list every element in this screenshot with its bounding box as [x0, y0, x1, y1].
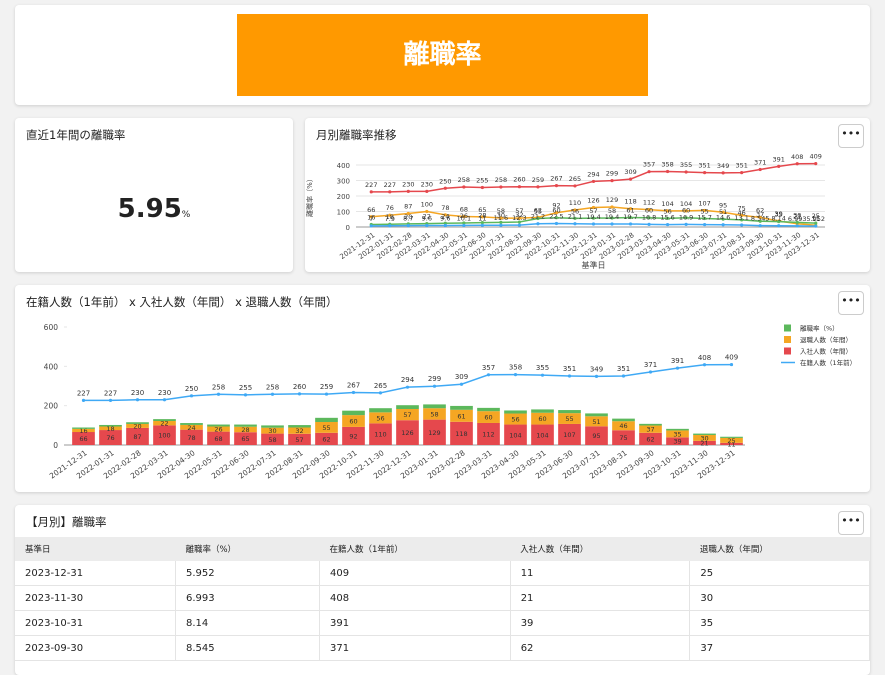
table-cell: 2023-12-31 [15, 561, 176, 586]
table-cell: 408 [319, 585, 511, 611]
table-cell: 371 [319, 635, 511, 661]
chart-title: 在籍人数（1年前） x 入社人数（年間） x 退職人数（年間） [26, 295, 338, 309]
data-table: 基準日 離職率（%） 在籍人数（1年前） 入社人数（年間） 退職人数（年間） 2023-1… [15, 537, 870, 661]
menu-button[interactable]: ••• [838, 291, 864, 315]
table-cell: 5.952 [175, 561, 321, 586]
table-cell: 39 [510, 610, 691, 636]
table-row: 2023-09-30 8.545 371 62 37 [15, 635, 870, 661]
kpi-value: 5.95 [117, 194, 182, 224]
table-cell: 391 [319, 610, 511, 636]
table-cell: 6.993 [175, 585, 321, 611]
table-cell: 2023-11-30 [15, 585, 176, 611]
table-cell: 35 [689, 610, 870, 636]
combo-chart-card: 在籍人数（1年前） x 入社人数（年間） x 退職人数（年間） ••• [15, 285, 870, 492]
table-title: 【月別】離職率 [26, 515, 107, 529]
table-cell: 409 [319, 561, 511, 586]
column-header: 離職率（%） [175, 537, 320, 561]
menu-button[interactable]: ••• [838, 511, 864, 535]
line-chart-card: 月別離職率推移 ••• [305, 118, 870, 272]
page: 離職率 直近1年間の離職率 5.95% 月別離職率推移 ••• 在籍人数（1年前… [15, 5, 870, 675]
table-row: 2023-12-31 5.952 409 11 25 [15, 561, 870, 586]
table-cell: 8.545 [175, 635, 321, 661]
table-card: 【月別】離職率 ••• 基準日 離職率（%） 在籍人数（1年前） 入社人数（年間） 退職… [15, 505, 870, 675]
column-header: 退職人数（年間） [689, 537, 870, 561]
table-cell: 21 [510, 585, 691, 611]
table-row: 2023-11-30 6.993 408 21 30 [15, 585, 870, 611]
kpi-card: 直近1年間の離職率 5.95% [15, 118, 293, 272]
kpi-unit: % [181, 210, 191, 220]
menu-button[interactable]: ••• [838, 124, 864, 148]
table-cell: 25 [689, 561, 870, 586]
header-title: 離職率 [237, 14, 648, 96]
table-cell: 62 [510, 635, 691, 661]
header-card: 離職率 [15, 5, 870, 105]
table-cell: 30 [689, 585, 870, 611]
table-cell: 2023-10-31 [15, 610, 176, 636]
table-cell: 2023-09-30 [15, 635, 176, 661]
kpi-title: 直近1年間の離職率 [26, 128, 126, 142]
chart-title: 月別離職率推移 [316, 128, 397, 142]
column-header: 基準日 [15, 537, 176, 561]
column-header: 在籍人数（1年前） [319, 537, 511, 561]
table-row: 2023-10-31 8.14 391 39 35 [15, 610, 870, 636]
table-cell: 37 [689, 635, 870, 661]
kpi-figure: 5.95% [15, 194, 293, 224]
column-header: 入社人数（年間） [510, 537, 690, 561]
table-cell: 8.14 [175, 610, 321, 636]
table-cell: 11 [510, 561, 691, 586]
